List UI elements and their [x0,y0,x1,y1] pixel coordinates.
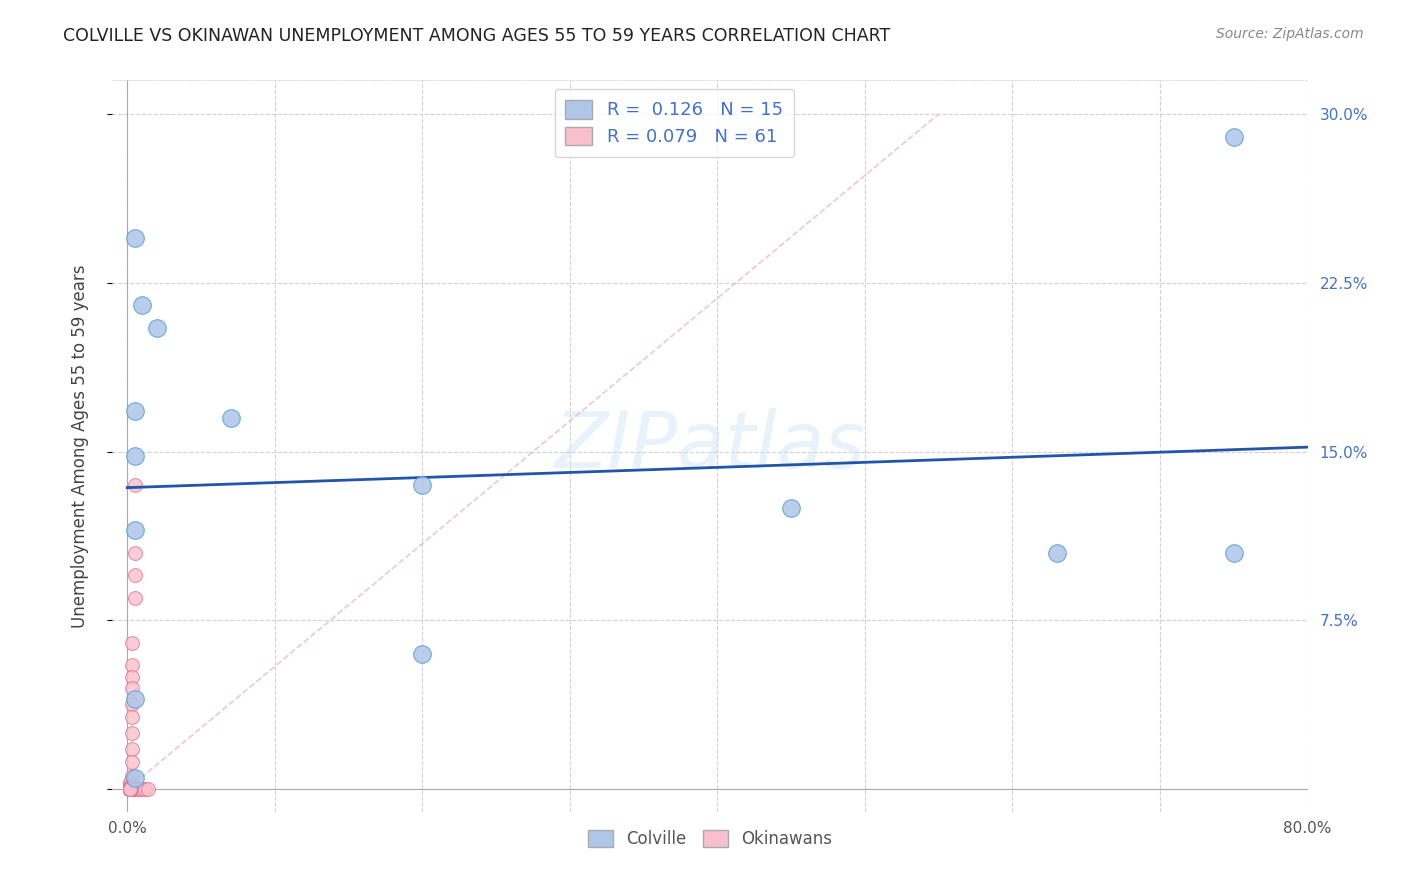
Text: ZIPatlas: ZIPatlas [554,408,866,484]
Point [121,726,143,740]
Point [120,782,142,797]
Point [120,782,142,797]
Point [120,782,142,797]
Text: Source: ZipAtlas.com: Source: ZipAtlas.com [1216,27,1364,41]
Point [120,782,142,797]
Point [120,782,142,797]
Point [121,670,143,684]
Point [1223,546,1246,560]
Point [124,771,146,785]
Point [122,782,145,797]
Point [120,782,142,797]
Point [120,782,142,797]
Legend: Colville, Okinawans: Colville, Okinawans [581,823,839,855]
Point [120,782,142,797]
Point [128,782,150,797]
Point [120,782,142,797]
Point [120,782,142,797]
Point [120,782,142,797]
Point [120,782,142,797]
Point [120,782,142,797]
Point [120,782,142,797]
Point [121,710,143,724]
Y-axis label: Unemployment Among Ages 55 to 59 years: Unemployment Among Ages 55 to 59 years [70,264,89,628]
Point [120,782,142,797]
Point [120,775,142,789]
Point [120,782,142,797]
Point [120,782,142,797]
Point [219,410,242,425]
Text: COLVILLE VS OKINAWAN UNEMPLOYMENT AMONG AGES 55 TO 59 YEARS CORRELATION CHART: COLVILLE VS OKINAWAN UNEMPLOYMENT AMONG … [63,27,890,45]
Point [120,782,142,797]
Point [124,478,146,492]
Point [120,782,142,797]
Point [124,568,146,582]
Point [120,782,142,797]
Point [120,782,142,797]
Point [121,697,143,711]
Point [120,782,142,797]
Point [124,449,146,463]
Point [120,782,142,797]
Point [120,782,142,797]
Point [120,782,142,797]
Point [121,658,143,673]
Point [136,782,159,797]
Point [120,782,142,797]
Point [134,782,156,797]
Point [121,769,143,783]
Point [121,741,143,756]
Point [120,778,142,792]
Point [124,231,146,245]
Point [120,782,142,797]
Point [120,782,142,797]
Point [124,692,146,706]
Point [120,782,142,797]
Point [1046,546,1069,560]
Point [125,782,148,797]
Point [120,782,142,797]
Point [411,647,433,661]
Point [120,782,142,797]
Point [1223,129,1246,144]
Point [411,478,433,492]
Point [131,782,153,797]
Point [120,782,142,797]
Point [145,321,167,335]
Point [121,636,143,650]
Point [121,681,143,695]
Point [124,404,146,418]
Point [121,755,143,769]
Point [120,782,142,797]
Point [131,298,153,312]
Point [120,782,142,797]
Point [120,782,142,797]
Point [124,546,146,560]
Point [120,782,142,797]
Point [120,782,142,797]
Point [780,500,803,515]
Point [124,524,146,538]
Point [120,780,142,794]
Point [124,591,146,605]
Point [120,782,142,797]
Point [120,782,142,797]
